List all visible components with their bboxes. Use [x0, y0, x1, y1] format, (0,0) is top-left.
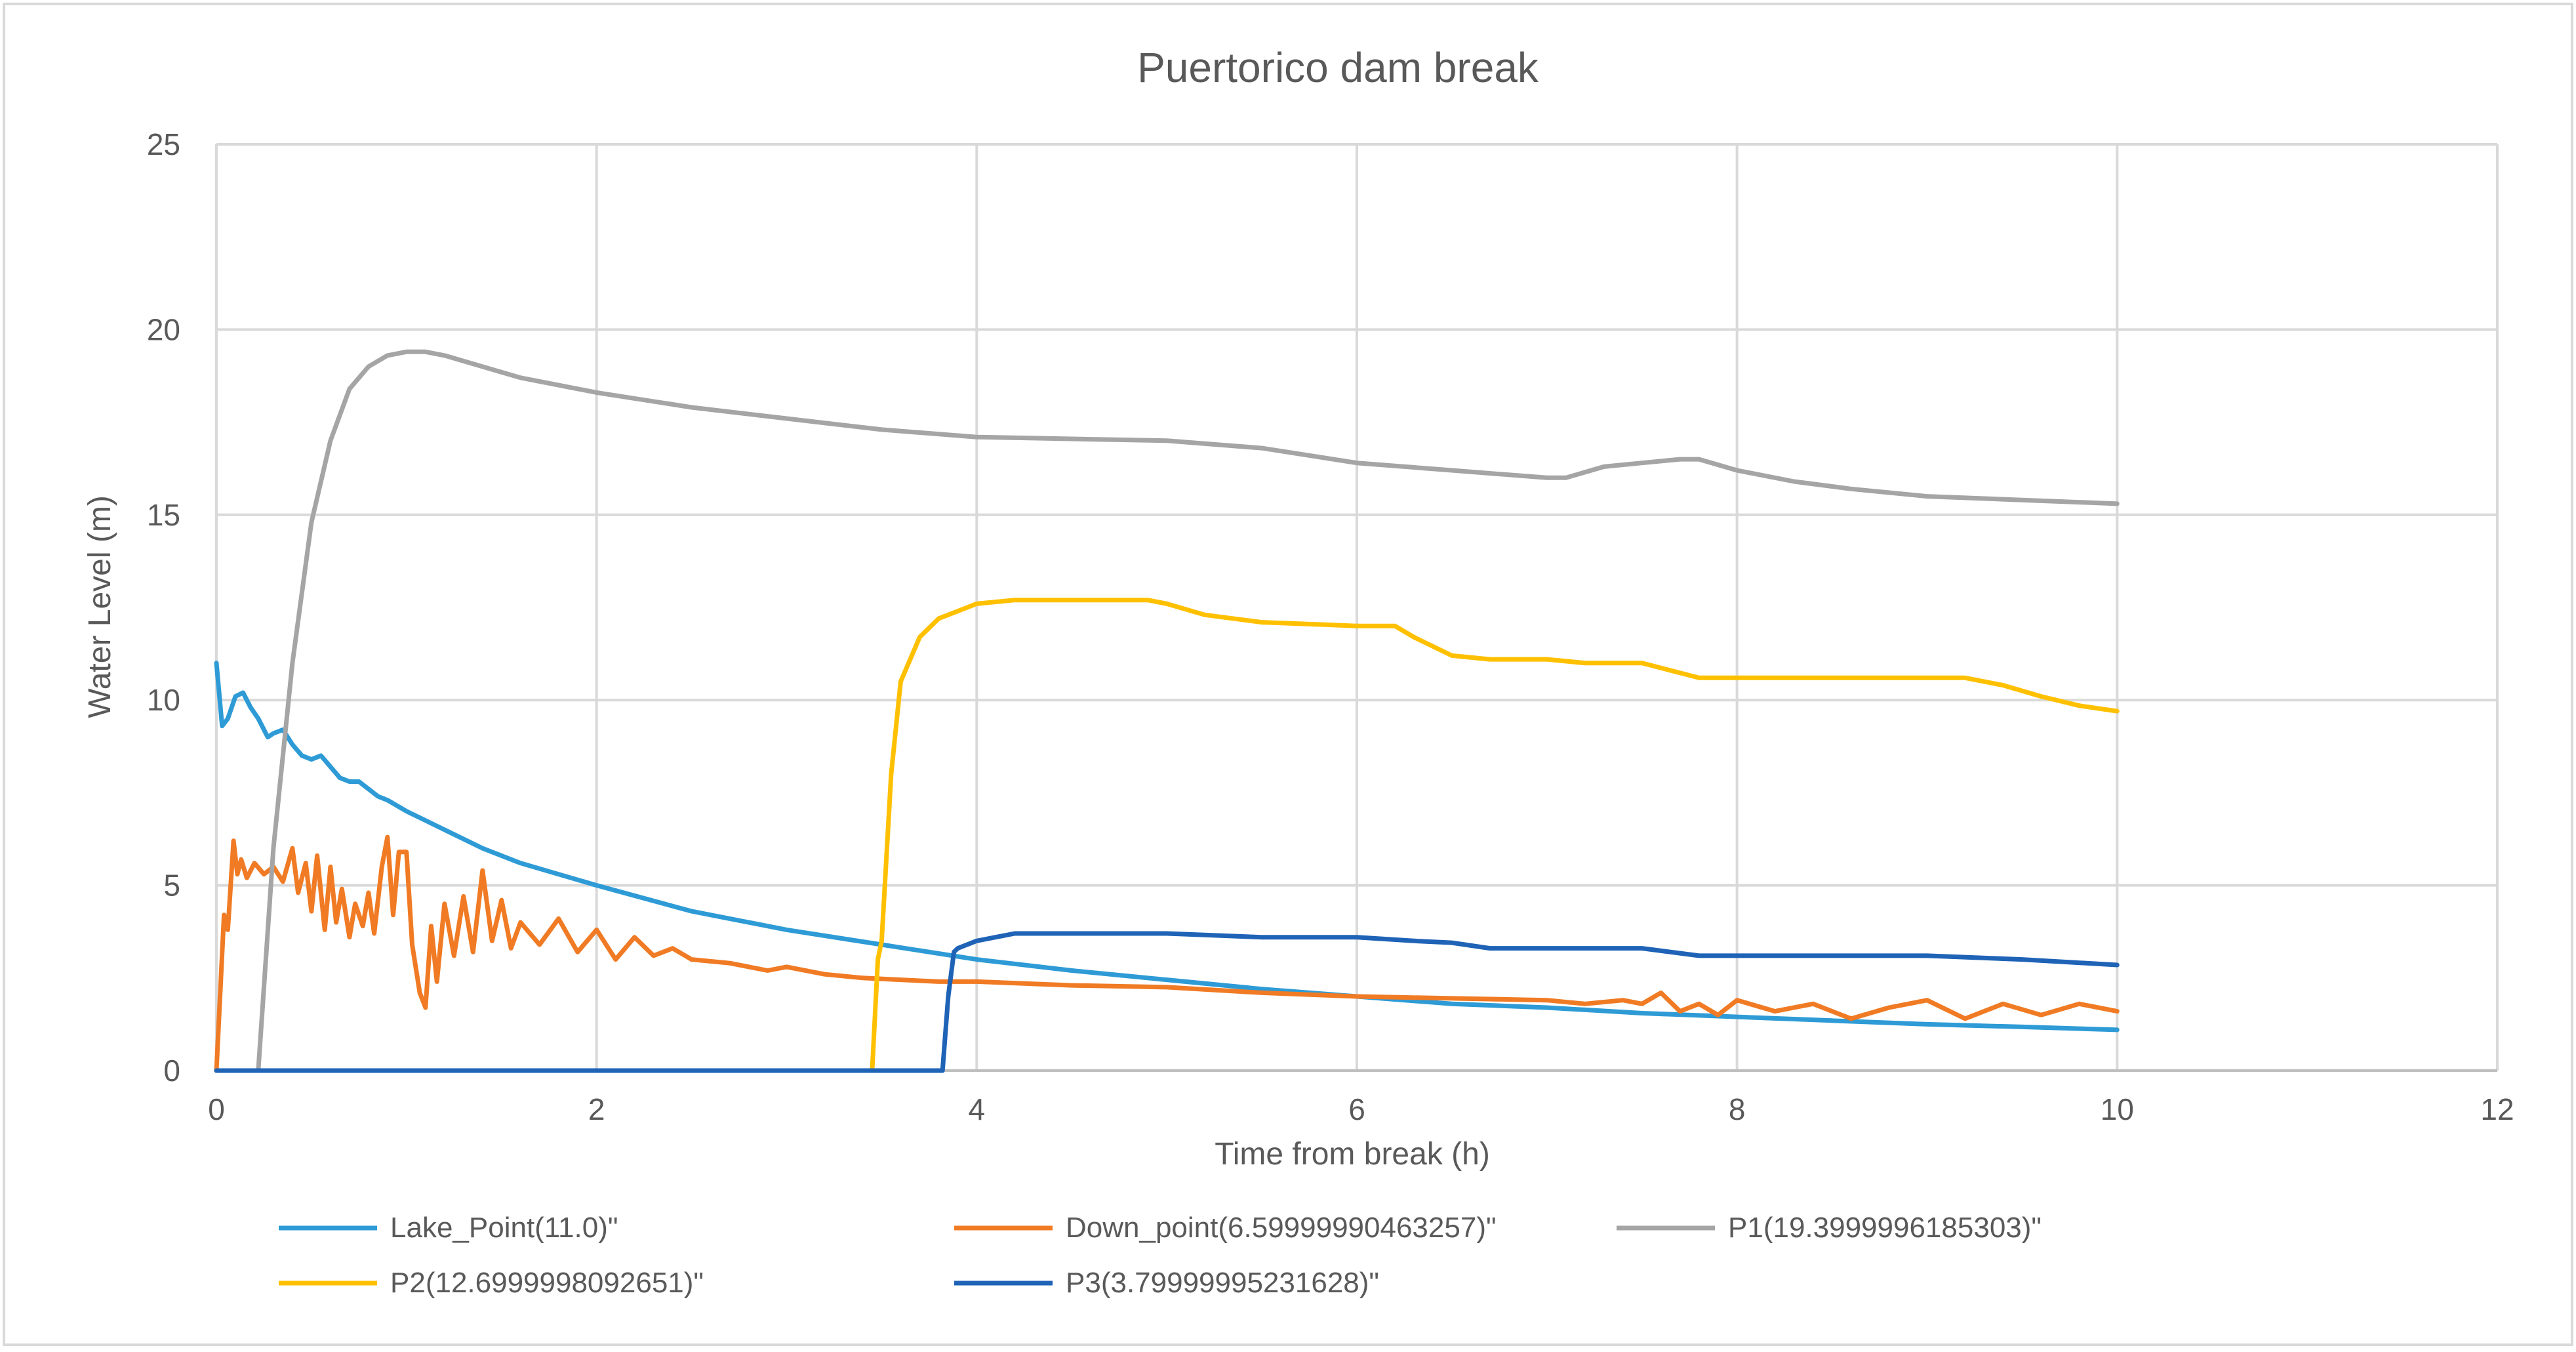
- series-line-4: [214, 931, 2120, 1073]
- series-line-1: [214, 834, 2120, 1073]
- legend-label: P1(19.3999996185303)": [1728, 1212, 2042, 1244]
- legend: Lake_Point(11.0)" Down_point(6.5999999046…: [279, 1212, 2042, 1299]
- y-tick-label: 25: [147, 127, 180, 161]
- y-tick-label: 20: [147, 312, 180, 346]
- series-line-2: [256, 349, 2120, 1073]
- chart-border: [3, 3, 2573, 1346]
- x-tick-label: 8: [1729, 1092, 1746, 1126]
- y-tick-label: 15: [147, 498, 180, 532]
- y-tick-label: 5: [163, 869, 180, 903]
- y-tick-label: 10: [147, 683, 180, 717]
- y-tick-label: 0: [163, 1054, 180, 1088]
- x-tick-label: 12: [2480, 1092, 2514, 1126]
- series-line-3: [870, 598, 2120, 1073]
- x-tick-label: 6: [1348, 1092, 1365, 1126]
- series-lines: [214, 349, 2120, 1073]
- legend-label: Down_point(6.59999990463257)": [1066, 1212, 1497, 1244]
- chart-title: Puertorico dam break: [1137, 44, 1539, 91]
- x-tick-label: 2: [588, 1092, 605, 1126]
- legend-label: P2(12.6999998092651)": [390, 1267, 704, 1299]
- series-line-0: [214, 661, 2120, 1033]
- legend-label: Lake_Point(11.0)": [390, 1212, 618, 1244]
- x-tick-label: 0: [208, 1092, 225, 1126]
- legend-label: P3(3.79999995231628)": [1066, 1267, 1379, 1299]
- y-axis-title: Water Level (m): [83, 495, 117, 718]
- x-axis-title: Time from break (h): [1215, 1137, 1490, 1172]
- x-tick-label: 4: [969, 1092, 986, 1126]
- x-tick-label: 10: [2101, 1092, 2134, 1126]
